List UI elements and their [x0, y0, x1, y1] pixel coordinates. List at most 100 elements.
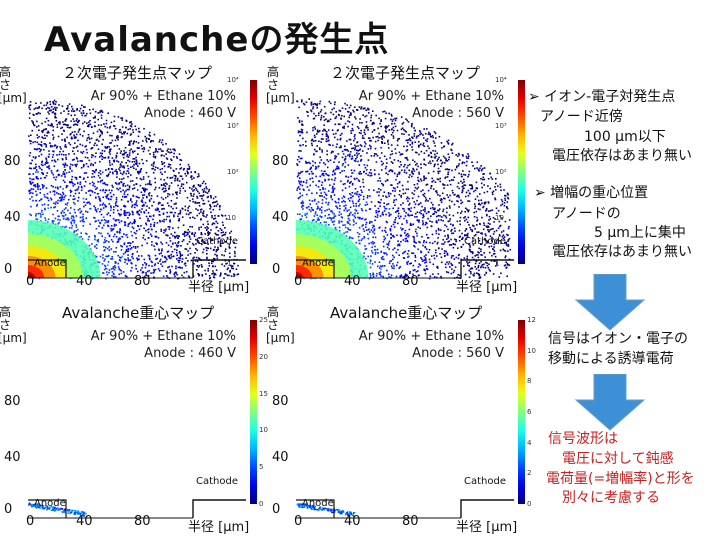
anode-outline [296, 499, 335, 518]
heatmap-plot [28, 499, 246, 519]
color-scale-tick: 10 [227, 214, 236, 222]
heatmap-panel-centroid-560v: 高さ [μm] Avalanche重心マップ Ar 90% + Ethane 10%… [266, 302, 538, 537]
y-tick-label: 40 [272, 210, 289, 225]
y-axis-label: 高さ [μm] [0, 65, 27, 105]
anode-label: Anode [34, 258, 66, 269]
y-tick-label: 0 [272, 262, 281, 277]
x-tick-label: 80 [402, 274, 419, 289]
anode-label: Anode [34, 498, 66, 509]
x-tick-label: 80 [134, 274, 151, 289]
panel-title: Avalanche重心マップ [330, 304, 483, 322]
note-waveform-line4: 別々に考慮する [562, 490, 660, 506]
heatmap-panel-centroid-460v: 高さ [μm] Avalanche重心マップ Ar 90% + Ethane 10%… [0, 302, 270, 537]
y-tick-label: 40 [4, 450, 21, 465]
color-scale-tick: 10² [227, 168, 239, 176]
note-waveform-line3: 電荷量(=増幅率)と形を [546, 471, 695, 487]
color-scale-tick: 10 [495, 214, 504, 222]
x-tick-label: 0 [294, 274, 303, 289]
color-scale-tick: 10⁴ [227, 76, 239, 84]
y-axis-label: 高さ [μm] [266, 305, 295, 345]
anode-voltage-label: Anode : 560 V [412, 106, 504, 121]
note-ion-pair-line4: 電圧依存はあまり無い [552, 148, 692, 164]
color-scale-tick: 2 [527, 469, 532, 478]
anode-outline [296, 259, 335, 278]
heatmap-panel-secondary-560v: 高さ [μm] ２次電子発生点マップ Ar 90% + Ethane 10% Anod… [266, 62, 538, 297]
note-centroid-line3: 5 μm上に集中 [594, 225, 686, 241]
note-waveform-line2: 電圧に対して鈍感 [562, 451, 674, 467]
y-tick-label: 40 [272, 450, 289, 465]
gas-mixture-label: Ar 90% + Ethane 10% [90, 329, 236, 344]
heatmap-plot [296, 98, 514, 280]
cathode-outline [192, 499, 246, 518]
y-axis-label: 高さ [μm] [266, 65, 295, 105]
slide-title: Avalancheの発生点 [44, 20, 390, 60]
color-scale-bar [518, 80, 525, 264]
x-axis-label: 半径 [μm] [456, 280, 518, 295]
x-tick-label: 0 [26, 274, 35, 289]
x-axis-label: 半径 [μm] [188, 280, 250, 295]
color-scale-bar [250, 320, 257, 504]
cathode-outline [460, 499, 514, 518]
color-scale-tick: 8 [527, 377, 532, 386]
color-scale-tick: 10 [527, 346, 536, 355]
color-scale-tick: 4 [527, 438, 532, 447]
color-scale-tick: 10² [495, 168, 507, 176]
color-scale-tick: 1 [495, 260, 500, 268]
down-arrow-2-icon [574, 374, 646, 431]
cathode-label: Cathode [196, 476, 238, 487]
color-scale-tick: 5 [259, 463, 264, 472]
cathode-outline [460, 259, 514, 278]
anode-label: Anode [302, 498, 334, 509]
panel-title: Avalanche重心マップ [62, 304, 215, 322]
y-tick-label: 80 [4, 394, 21, 409]
y-tick-label: 80 [272, 154, 289, 169]
y-tick-label: 80 [272, 394, 289, 409]
gas-mixture-label: Ar 90% + Ethane 10% [358, 329, 504, 344]
x-tick-label: 0 [294, 514, 303, 529]
down-arrow-1-icon [574, 274, 646, 331]
color-scale-tick: 10³ [227, 122, 239, 130]
note-centroid-heading: ➢ 増幅の重心位置 [534, 185, 649, 201]
color-scale-tick: 0 [527, 500, 532, 508]
note-waveform-line1: 信号波形は [548, 431, 618, 447]
heatmap-plot [296, 499, 514, 519]
heatmap-plot [28, 99, 246, 280]
x-tick-label: 80 [134, 514, 151, 529]
note-ion-pair-line3: 100 μm以下 [584, 129, 666, 145]
color-scale-tick: 6 [527, 408, 532, 416]
x-axis-label: 半径 [μm] [188, 520, 250, 535]
note-centroid-line4: 電圧依存はあまり無い [552, 244, 692, 260]
anode-outline [28, 259, 67, 278]
y-tick-label: 40 [4, 210, 21, 225]
color-scale-tick: 0 [259, 500, 264, 508]
color-scale-tick: 10³ [495, 122, 507, 130]
gas-mixture-label: Ar 90% + Ethane 10% [358, 89, 504, 104]
y-axis-label: 高さ [μm] [0, 305, 27, 345]
y-tick-label: 80 [4, 154, 21, 169]
color-scale-tick: 1 [227, 260, 232, 268]
x-tick-label: 40 [344, 274, 361, 289]
cathode-label: Cathode [464, 476, 506, 487]
color-scale-bar [250, 80, 257, 264]
color-scale-tick: 10⁴ [495, 76, 507, 84]
note-ion-pair-heading: ➢ イオン-電子対発生点 [528, 89, 676, 105]
x-tick-label: 40 [76, 514, 93, 529]
note-signal-line2: 移動による誘導電荷 [548, 351, 674, 367]
gas-mixture-label: Ar 90% + Ethane 10% [90, 89, 236, 104]
cathode-label: Cathode [196, 236, 238, 247]
anode-outline [28, 499, 67, 518]
anode-label: Anode [302, 258, 334, 269]
color-scale-tick: 20 [259, 352, 268, 361]
anode-voltage-label: Anode : 560 V [412, 346, 504, 361]
color-scale-tick: 15 [259, 389, 268, 398]
color-scale-tick: 12 [527, 316, 536, 324]
x-axis-label: 半径 [μm] [456, 520, 518, 535]
note-signal-line1: 信号はイオン・電子の [548, 331, 688, 347]
heatmap-panel-secondary-460v: 高さ [μm] ２次電子発生点マップ Ar 90% + Ethane 10% Anod… [0, 62, 270, 297]
x-tick-label: 40 [76, 274, 93, 289]
y-tick-label: 0 [272, 502, 281, 517]
x-tick-label: 80 [402, 514, 419, 529]
anode-voltage-label: Anode : 460 V [144, 106, 236, 121]
note-centroid-line2: アノードの [552, 206, 621, 222]
cathode-outline [192, 259, 246, 278]
